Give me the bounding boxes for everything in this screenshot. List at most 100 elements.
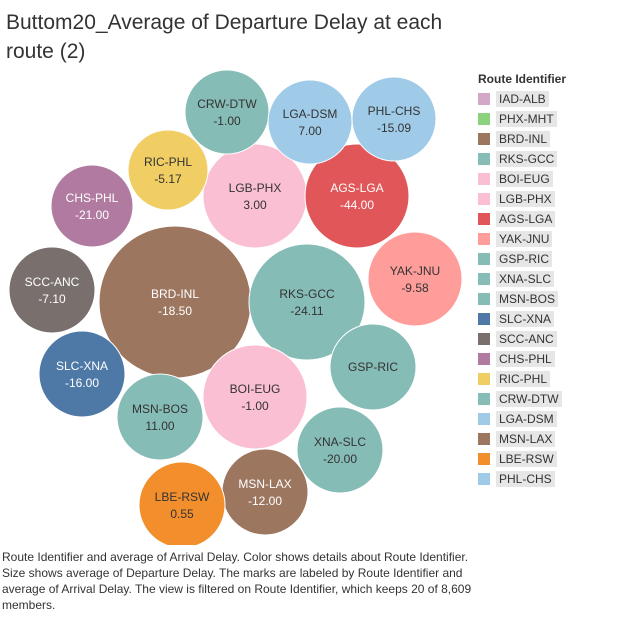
bubble-boi-eug[interactable]: BOI-EUG -1.00 [202,344,308,450]
legend-item-chs-phl[interactable]: CHS-PHL [478,349,618,369]
bubble-circle-gsp-ric[interactable] [329,323,417,411]
legend-label: SCC-ANC [496,331,557,347]
legend-label: RIC-PHL [496,371,551,387]
bubble-crw-dtw[interactable]: CRW-DTW -1.00 [184,69,270,155]
bubble-route-label: PHL-CHS [368,104,421,118]
legend-swatch [478,273,490,285]
bubble-chs-phl[interactable]: CHS-PHL -21.00 [50,164,134,248]
bubble-circle-phl-chs[interactable] [351,76,437,162]
bubble-value-label: -7.10 [38,292,66,306]
legend-label: CRW-DTW [496,391,562,407]
legend-item-boi-eug[interactable]: BOI-EUG [478,169,618,189]
bubble-phl-chs[interactable]: PHL-CHS -15.09 [351,76,437,162]
bubble-circle-slc-xna[interactable] [38,330,126,418]
legend-swatch [478,293,490,305]
legend-label: MSN-LAX [496,431,556,447]
legend-item-msn-lax[interactable]: MSN-LAX [478,429,618,449]
legend-swatch [478,453,490,465]
legend-item-slc-xna[interactable]: SLC-XNA [478,309,618,329]
bubble-slc-xna[interactable]: SLC-XNA -16.00 [38,330,126,418]
legend-item-lga-dsm[interactable]: LGA-DSM [478,409,618,429]
legend-item-phx-mht[interactable]: PHX-MHT [478,109,618,129]
legend-swatch [478,133,490,145]
bubble-circle-xna-slc[interactable] [296,406,384,494]
bubble-circle-msn-bos[interactable] [116,373,204,461]
bubble-scc-anc[interactable]: SCC-ANC -7.10 [8,246,96,334]
bubble-gsp-ric[interactable]: GSP-RIC [329,323,417,411]
legend-swatch [478,193,490,205]
bubble-value-label: -1.00 [241,399,269,413]
bubble-msn-bos[interactable]: MSN-BOS 11.00 [116,373,204,461]
bubble-value-label: 7.00 [298,124,322,138]
legend-item-phl-chs[interactable]: PHL-CHS [478,469,618,489]
legend-label: BRD-INL [496,131,551,147]
legend-items: IAD-ALB PHX-MHT BRD-INL RKS-GCC BOI-EUG LGB-P… [478,89,618,489]
legend-item-iad-alb[interactable]: IAD-ALB [478,89,618,109]
bubble-yak-jnu[interactable]: YAK-JNU -9.58 [367,231,463,327]
legend-swatch [478,373,490,385]
legend: Route Identifier IAD-ALB PHX-MHT BRD-INL RK… [478,72,618,489]
legend-item-yak-jnu[interactable]: YAK-JNU [478,229,618,249]
bubble-route-label: BOI-EUG [230,382,281,396]
bubble-ric-phl[interactable]: RIC-PHL -5.17 [127,129,209,211]
legend-item-lbe-rsw[interactable]: LBE-RSW [478,449,618,469]
legend-swatch [478,393,490,405]
bubble-route-label: XNA-SLC [314,435,366,449]
legend-label: PHX-MHT [496,111,557,127]
bubble-value-label: -15.09 [377,121,411,135]
bubble-circle-lga-dsm[interactable] [267,79,353,165]
legend-item-rks-gcc[interactable]: RKS-GCC [478,149,618,169]
legend-swatch [478,433,490,445]
bubble-route-label: LGA-DSM [283,107,338,121]
bubble-rks-gcc[interactable]: RKS-GCC -24.11 [248,243,366,361]
legend-item-brd-inl[interactable]: BRD-INL [478,129,618,149]
bubble-circle-scc-anc[interactable] [8,246,96,334]
legend-item-gsp-ric[interactable]: GSP-RIC [478,249,618,269]
bubble-value-label: 11.00 [145,419,174,433]
bubble-circle-rks-gcc[interactable] [248,243,366,361]
legend-item-ags-lga[interactable]: AGS-LGA [478,209,618,229]
legend-item-crw-dtw[interactable]: CRW-DTW [478,389,618,409]
bubble-circle-boi-eug[interactable] [202,344,308,450]
bubble-value-label: -44.00 [340,198,374,212]
bubble-route-label: CHS-PHL [66,191,119,205]
legend-swatch [478,253,490,265]
legend-label: MSN-BOS [496,291,559,307]
bubble-route-label: YAK-JNU [390,264,440,278]
bubble-chart[interactable]: BRD-INL -18.50 RKS-GCC -24.11 BOI-EUG -1.00 LG… [0,0,470,545]
legend-item-msn-bos[interactable]: MSN-BOS [478,289,618,309]
legend-swatch [478,473,490,485]
bubble-xna-slc[interactable]: XNA-SLC -20.00 [296,406,384,494]
bubble-circle-ags-lga[interactable] [304,143,410,249]
bubble-route-label: MSN-LAX [238,477,291,491]
bubble-value-label: -9.58 [401,281,429,295]
bubble-circle-yak-jnu[interactable] [367,231,463,327]
bubble-route-label: SLC-XNA [56,359,108,373]
bubble-circle-ric-phl[interactable] [127,129,209,211]
bubble-ags-lga[interactable]: AGS-LGA -44.00 [304,143,410,249]
bubble-value-label: -20.00 [323,452,357,466]
legend-label: XNA-SLC [496,271,555,287]
bubble-route-label: BRD-INL [151,287,199,301]
bubble-circle-msn-lax[interactable] [221,448,309,536]
bubble-route-label: RKS-GCC [279,287,335,301]
legend-item-xna-slc[interactable]: XNA-SLC [478,269,618,289]
bubble-lga-dsm[interactable]: LGA-DSM 7.00 [267,79,353,165]
bubble-circle-lbe-rsw[interactable] [138,461,226,545]
bubble-circle-chs-phl[interactable] [50,164,134,248]
legend-swatch [478,333,490,345]
chart-title: Buttom20_Average of Departure Delay at e… [6,11,443,63]
legend-label: GSP-RIC [496,251,553,267]
bubble-value-label: -21.00 [75,208,109,222]
legend-item-scc-anc[interactable]: SCC-ANC [478,329,618,349]
legend-label: RKS-GCC [496,151,558,167]
legend-item-lgb-phx[interactable]: LGB-PHX [478,189,618,209]
bubble-route-label: LBE-RSW [155,490,210,504]
legend-item-ric-phl[interactable]: RIC-PHL [478,369,618,389]
bubble-circle-crw-dtw[interactable] [184,69,270,155]
bubble-value-label: 3.00 [243,198,267,212]
bubble-msn-lax[interactable]: MSN-LAX -12.00 [221,448,309,536]
bubble-value-label: -18.50 [158,304,192,318]
bubble-lbe-rsw[interactable]: LBE-RSW 0.55 [138,461,226,545]
legend-label: AGS-LGA [496,211,556,227]
